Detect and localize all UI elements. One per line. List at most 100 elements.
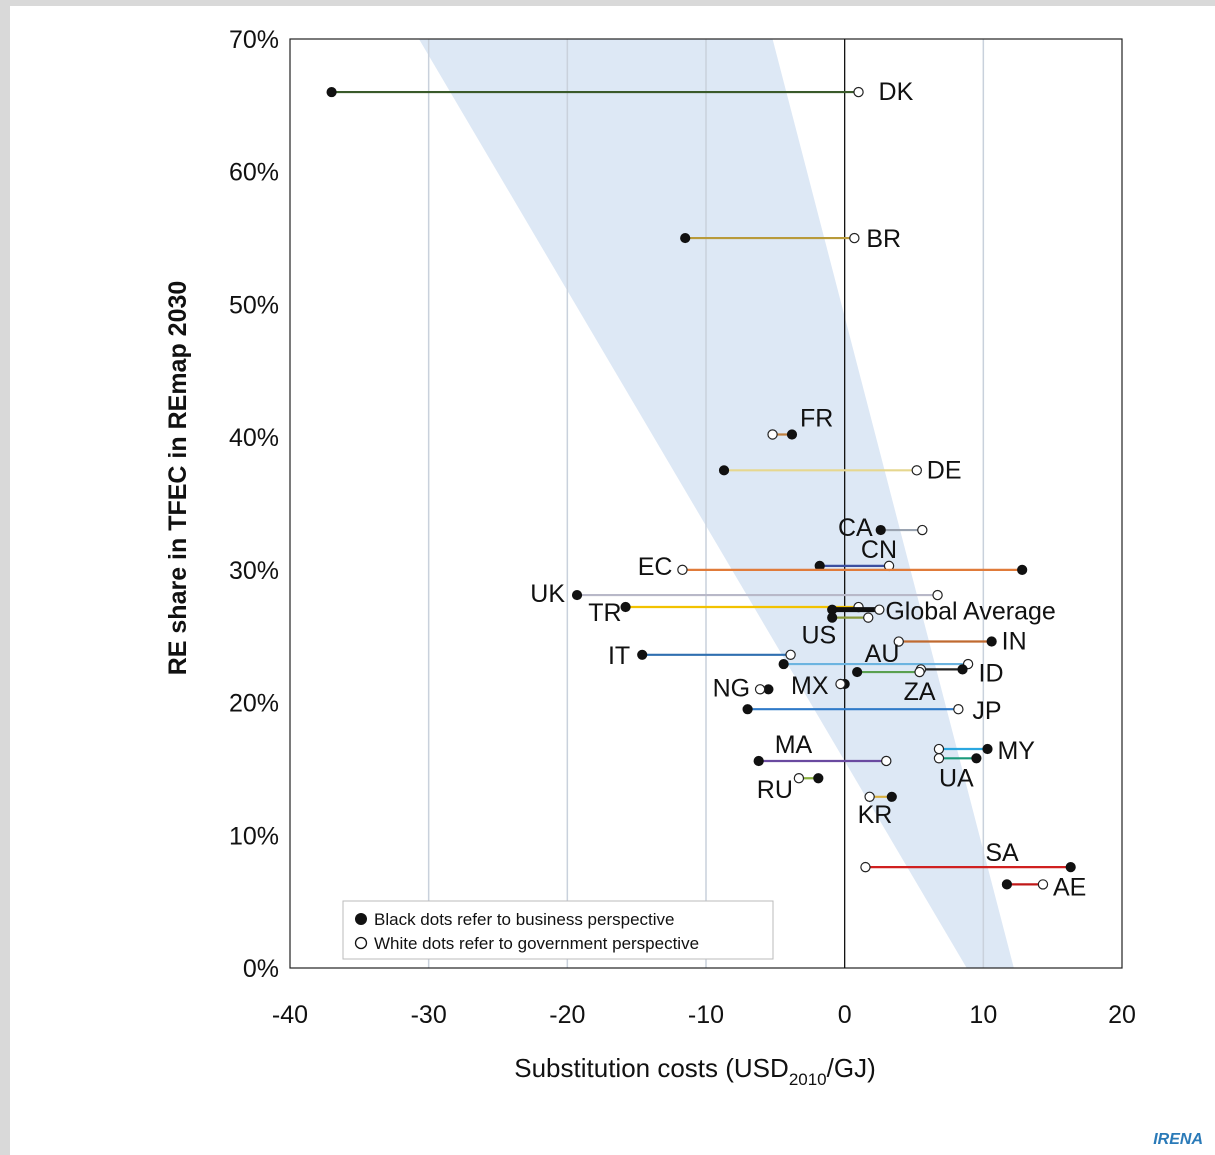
legend-box — [342, 900, 774, 960]
country-label: MX — [791, 672, 829, 700]
country-label: UK — [530, 580, 565, 608]
government-dot — [893, 636, 904, 647]
business-dot — [813, 773, 824, 784]
country-label: BR — [866, 225, 901, 253]
government-dot — [917, 524, 928, 536]
legend-black-dot — [355, 913, 367, 925]
government-dot — [933, 753, 945, 764]
x-axis-title-tail: /GJ) — [827, 1053, 876, 1083]
series-ec: EC — [638, 553, 1028, 581]
business-dot — [986, 636, 997, 647]
legend-layer: Black dots refer to business perspective… — [342, 900, 774, 960]
series-za: ZA — [852, 666, 936, 706]
business-dot — [680, 232, 691, 244]
government-dot — [767, 429, 778, 440]
frame-top — [0, 0, 1215, 6]
business-dot — [718, 465, 730, 476]
country-label: MY — [997, 737, 1035, 765]
government-dot — [853, 86, 864, 98]
government-dot — [785, 649, 796, 660]
series-cn: CN — [814, 536, 897, 572]
business-dot — [753, 755, 764, 767]
series-my: MY — [933, 737, 1035, 765]
series-de: DE — [718, 456, 962, 484]
country-label: US — [801, 622, 836, 650]
series-sa: SA — [860, 839, 1076, 873]
x-tick-label: 0 — [838, 1001, 852, 1029]
government-dot — [677, 564, 688, 576]
country-label: IN — [1002, 628, 1027, 656]
y-tick-label: 20% — [229, 690, 279, 718]
x-axis-title-main: Substitution costs (USD — [514, 1053, 789, 1083]
country-label: KR — [858, 801, 893, 829]
business-dot — [971, 753, 982, 764]
business-dot — [326, 86, 337, 98]
country-label: CN — [861, 536, 897, 564]
country-label: RU — [757, 776, 793, 804]
government-dot — [874, 604, 885, 615]
government-dot — [849, 232, 860, 244]
series-ca: CA — [838, 514, 928, 542]
business-dot — [778, 658, 789, 670]
country-label: FR — [800, 404, 833, 432]
business-dot — [957, 664, 968, 675]
y-tick-label: 60% — [229, 159, 279, 187]
country-label: SA — [985, 839, 1019, 867]
country-label: AU — [865, 640, 900, 668]
series-global-average: Global Average — [827, 598, 1056, 626]
series-jp: JP — [742, 697, 1002, 725]
government-dot — [932, 589, 943, 601]
government-dot — [835, 678, 846, 690]
country-label: NG — [713, 674, 751, 702]
country-label: ZA — [904, 678, 936, 706]
government-dot — [864, 791, 875, 802]
business-dot — [1001, 879, 1013, 890]
shaded-band — [418, 39, 1014, 968]
series-it: IT — [608, 642, 796, 670]
country-label: DE — [927, 456, 962, 484]
irena-watermark: IRENA — [1153, 1131, 1203, 1148]
government-dot — [863, 612, 874, 623]
series-ua: UA — [933, 753, 982, 792]
government-dot — [754, 684, 766, 695]
business-dot — [982, 743, 993, 755]
series-au: AU — [778, 640, 974, 670]
business-dot — [571, 589, 583, 601]
business-dot — [886, 791, 897, 802]
x-axis-title: Substitution costs (USD2010/GJ) — [514, 1053, 876, 1089]
series-tr: TR — [588, 599, 864, 627]
series-us: US — [801, 612, 874, 650]
government-dot — [911, 465, 922, 476]
business-dot — [827, 612, 838, 623]
series-ru: RU — [757, 773, 824, 804]
grid-layer — [427, 39, 985, 968]
legend-white-dot — [354, 936, 368, 950]
series-ae: AE — [1001, 873, 1086, 901]
y-tick-label: 40% — [229, 424, 279, 452]
country-label: UA — [939, 764, 974, 792]
legend-item-government: White dots refer to government perspecti… — [374, 934, 699, 953]
business-dot — [637, 649, 648, 660]
country-label: Global Average — [885, 598, 1055, 626]
y-tick-label: 70% — [229, 26, 279, 54]
series-kr: KR — [858, 791, 897, 829]
axis-layer: -40 -30 -20 -10 0 10 20 0% 10% 20% 30% 40% 50% 60% 70% — [229, 26, 1136, 1029]
business-dot — [1017, 564, 1028, 575]
country-label: AE — [1053, 873, 1086, 901]
x-tick-label: -40 — [272, 1001, 308, 1029]
series-br: BR — [680, 225, 901, 253]
business-dot — [1065, 862, 1076, 873]
country-label: MA — [775, 731, 813, 759]
country-label: CA — [838, 514, 873, 542]
frame-left — [0, 0, 10, 1155]
series-mx: MX — [791, 672, 850, 700]
country-label: DK — [879, 78, 914, 106]
series-fr: FR — [767, 404, 833, 440]
government-dot — [881, 755, 892, 767]
series-ng: NG — [713, 674, 774, 702]
legend-item-business: Black dots refer to business perspective — [374, 910, 674, 929]
country-label: IT — [608, 642, 630, 670]
plot-frame — [289, 38, 1123, 969]
business-dot — [620, 601, 631, 613]
